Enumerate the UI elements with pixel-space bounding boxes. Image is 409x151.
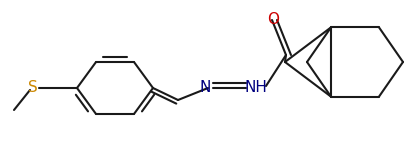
Text: N: N: [199, 80, 210, 95]
Text: O: O: [266, 13, 278, 27]
Text: NH: NH: [244, 80, 267, 95]
Text: S: S: [28, 80, 38, 95]
